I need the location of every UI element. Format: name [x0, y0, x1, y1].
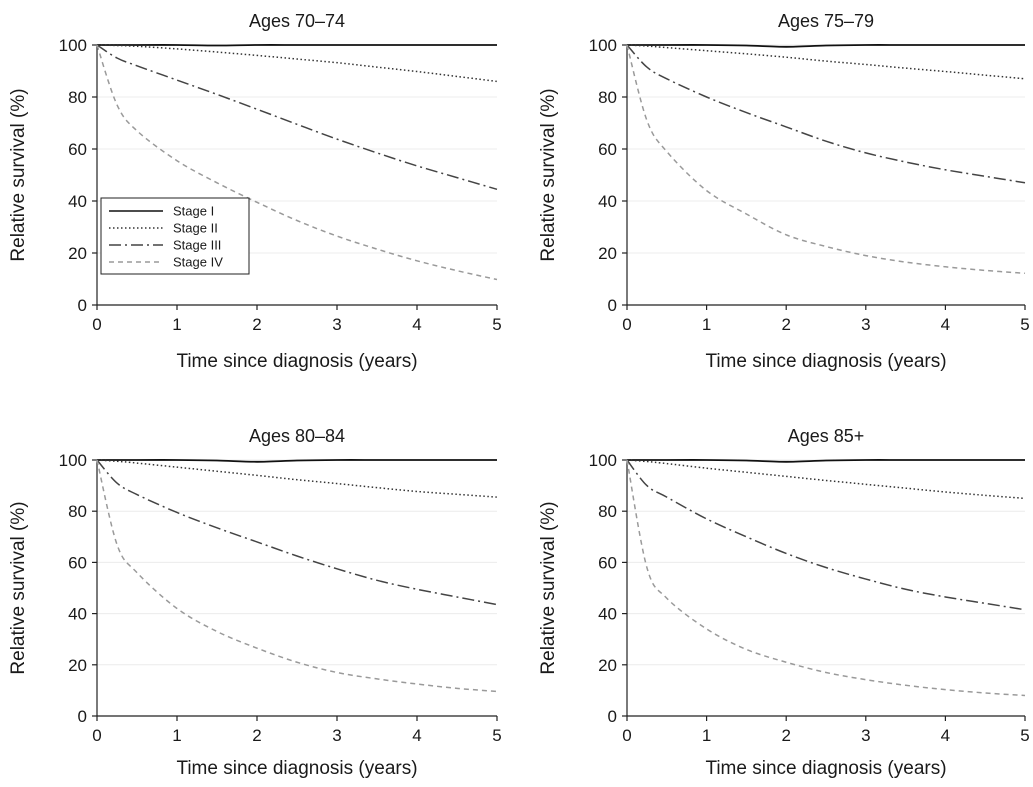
- y-tick-label: 60: [68, 140, 87, 159]
- y-axis-label: Relative survival (%): [8, 501, 29, 674]
- series-line-stage-3: [626, 44, 1026, 184]
- series-line-stage-2: [626, 459, 1026, 500]
- y-tick-label: 80: [598, 502, 617, 521]
- x-tick-label: 1: [702, 726, 711, 745]
- series-line-stage-3: [96, 459, 498, 606]
- x-axis-label: Time since diagnosis (years): [705, 758, 946, 779]
- y-tick-label: 20: [68, 656, 87, 675]
- y-tick-label: 100: [59, 451, 87, 470]
- chart-panel-ages-75-79: 0 20 40 60 80 100 0 1 2 3 4 5 Ages 75–79 Time since d…: [538, 11, 1030, 372]
- x-tick-label: 1: [702, 315, 711, 334]
- chart-title: Ages 80–84: [249, 426, 345, 446]
- x-tick-label: 1: [172, 726, 181, 745]
- y-tick-label: 100: [589, 36, 617, 55]
- x-tick-label: 5: [1020, 726, 1029, 745]
- y-tick-label: 100: [589, 451, 617, 470]
- chart-panel-ages-80-84: 0 20 40 60 80 100 0 1 2 3 4 5 Ages 80–84 Time since d…: [8, 426, 502, 779]
- chart-title: Ages 70–74: [249, 11, 345, 31]
- x-tick-label: 0: [92, 726, 101, 745]
- series-line-stage-1: [97, 44, 497, 47]
- y-tick-label: 0: [78, 296, 87, 315]
- x-tick-label: 2: [252, 726, 261, 745]
- series-line-stage-1: [96, 459, 497, 463]
- y-tick-label: 40: [68, 605, 87, 624]
- x-axis-label: Time since diagnosis (years): [176, 758, 417, 779]
- legend-label: Stage II: [173, 221, 218, 236]
- y-axis-label: Relative survival (%): [538, 501, 559, 674]
- x-tick-label: 2: [781, 726, 790, 745]
- y-tick-label: 40: [598, 605, 617, 624]
- y-tick-label: 0: [608, 296, 617, 315]
- y-tick-label: 0: [78, 707, 87, 726]
- series-line-stage-3: [626, 459, 1026, 611]
- y-tick-label: 20: [68, 244, 87, 263]
- x-axis-label: Time since diagnosis (years): [705, 351, 946, 372]
- legend-label: Stage IV: [173, 255, 223, 270]
- legend: Stage I Stage II Stage III Stage IV: [100, 197, 250, 275]
- y-axis-label: Relative survival (%): [8, 88, 29, 261]
- x-tick-label: 4: [412, 726, 421, 745]
- y-tick-label: 80: [598, 88, 617, 107]
- y-tick-label: 40: [68, 192, 87, 211]
- x-tick-label: 4: [941, 315, 950, 334]
- legend-label: Stage III: [173, 238, 221, 253]
- legend-label: Stage I: [173, 204, 214, 219]
- series-line-stage-2: [626, 44, 1026, 80]
- x-tick-label: 2: [252, 315, 261, 334]
- chart-panel-ages-85-plus: 0 20 40 60 80 100 0 1 2 3 4 5 Ages 85+ Time since dia…: [538, 426, 1030, 779]
- y-tick-label: 80: [68, 502, 87, 521]
- y-tick-label: 40: [598, 192, 617, 211]
- series-line-stage-4: [626, 44, 1026, 275]
- chart-title: Ages 85+: [788, 426, 865, 446]
- chart-panel-ages-70-74: 0 20 40 60 80 100 0 1 2 3 4 5 Ages 70–74 Time since d…: [8, 11, 502, 372]
- y-tick-label: 0: [608, 707, 617, 726]
- series-line-stage-4: [626, 459, 1026, 697]
- x-tick-label: 3: [332, 315, 341, 334]
- series-line-stage-1: [626, 459, 1025, 463]
- x-tick-label: 3: [861, 726, 870, 745]
- series-line-stage-2: [96, 459, 498, 498]
- x-tick-label: 4: [941, 726, 950, 745]
- x-tick-label: 0: [92, 315, 101, 334]
- x-tick-label: 0: [622, 726, 631, 745]
- series-line-stage-4: [96, 459, 498, 693]
- series-line-stage-4: [96, 44, 498, 281]
- x-tick-label: 3: [332, 726, 341, 745]
- series-line-stage-2: [96, 44, 498, 83]
- y-tick-label: 20: [598, 656, 617, 675]
- x-tick-label: 4: [412, 315, 421, 334]
- x-tick-label: 5: [492, 726, 501, 745]
- x-tick-label: 2: [781, 315, 790, 334]
- series-line-stage-1: [627, 44, 1025, 48]
- y-axis-label: Relative survival (%): [538, 88, 559, 261]
- chart-title: Ages 75–79: [778, 11, 874, 31]
- y-tick-label: 20: [598, 244, 617, 263]
- x-tick-label: 5: [492, 315, 501, 334]
- y-tick-label: 100: [59, 36, 87, 55]
- x-tick-label: 0: [622, 315, 631, 334]
- x-axis-label: Time since diagnosis (years): [176, 351, 417, 372]
- y-tick-label: 80: [68, 88, 87, 107]
- x-tick-label: 3: [861, 315, 870, 334]
- y-tick-label: 60: [68, 553, 87, 572]
- x-tick-label: 5: [1020, 315, 1029, 334]
- y-tick-label: 60: [598, 140, 617, 159]
- series-line-stage-3: [96, 44, 498, 191]
- y-tick-label: 60: [598, 553, 617, 572]
- x-tick-label: 1: [172, 315, 181, 334]
